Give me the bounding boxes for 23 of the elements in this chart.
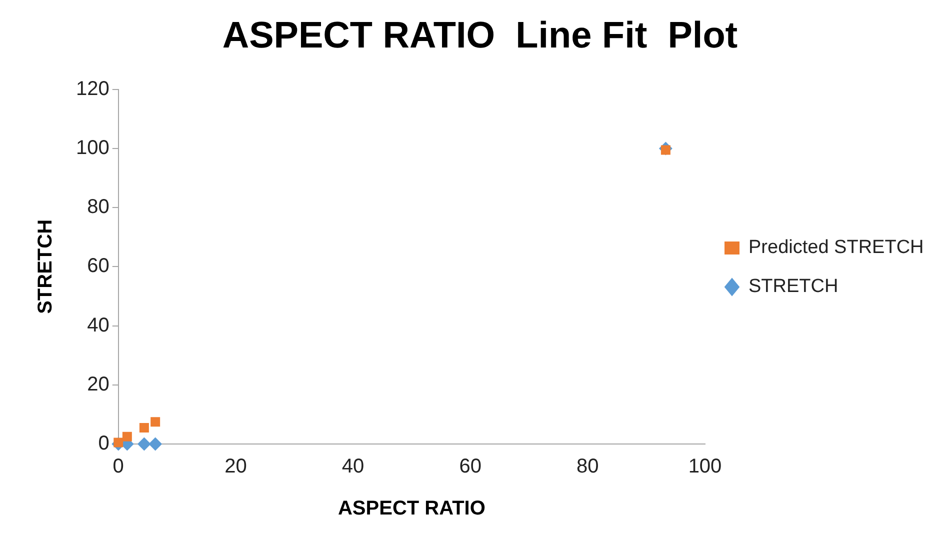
- x-tick-label: 60: [459, 456, 482, 478]
- x-tick-label: 20: [224, 456, 247, 478]
- y-tick-label: 100: [76, 137, 110, 160]
- x-tick-label: 100: [688, 456, 722, 478]
- legend-label: Predicted STRETCH: [748, 237, 924, 258]
- chart-title: ASPECT RATIO Line Fit Plot: [222, 14, 738, 56]
- y-tick-label: 40: [87, 314, 110, 336]
- point: [150, 417, 160, 427]
- legend-label: STRETCH: [748, 276, 838, 298]
- point: [122, 432, 132, 442]
- x-axis-title: ASPECT RATIO: [338, 498, 486, 520]
- y-tick-label: 80: [87, 196, 110, 218]
- point: [138, 438, 151, 450]
- point: [139, 423, 149, 432]
- y-tick-label: 120: [76, 78, 110, 100]
- y-tick-label: 20: [87, 373, 110, 396]
- y-tick-label: 0: [98, 432, 110, 455]
- y-tick-label: 60: [87, 255, 110, 278]
- x-tick-label: 80: [576, 456, 599, 478]
- point: [148, 438, 162, 450]
- x-tick-label: 40: [342, 456, 364, 478]
- y-axis-title: STRETCH: [34, 219, 57, 314]
- x-tick-label: 0: [112, 456, 124, 478]
